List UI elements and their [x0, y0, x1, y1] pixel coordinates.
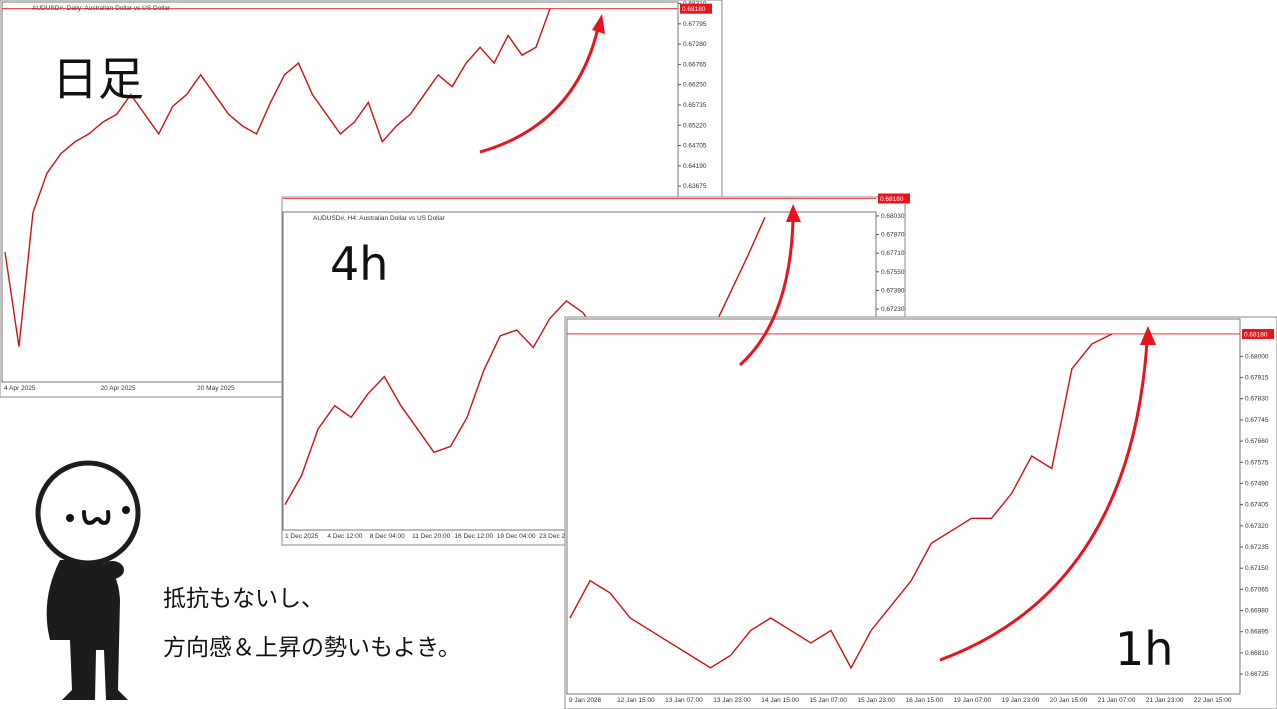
h1-chart: 0.68000 0.67915 0.67830 0.67745 0.67660 0.675… — [564, 316, 1277, 709]
arrow-head — [786, 204, 801, 222]
price-label: 0.68180 — [682, 6, 706, 13]
y-tick-label: 0.66725 — [1245, 671, 1269, 678]
x-tick-label: 8 Dec 04:00 — [370, 533, 405, 540]
caption-line: 方向感＆上昇の勢いもよき。 — [163, 635, 461, 661]
y-tick-label: 0.67230 — [881, 306, 905, 313]
y-tick-label: 0.65735 — [683, 102, 707, 109]
y-tick-label: 0.68030 — [881, 213, 905, 220]
body — [46, 560, 128, 700]
timeframe-label: 1h — [1115, 622, 1173, 676]
arrow — [738, 219, 795, 367]
mouth — [82, 510, 111, 525]
x-tick-label: 13 Jan 07:00 — [665, 697, 703, 704]
arrow-heads — [592, 14, 1156, 345]
character — [35, 460, 141, 700]
y-tick-label: 0.66810 — [1245, 650, 1269, 657]
x-tick-label: 13 Jan 23:00 — [713, 697, 751, 704]
y-tick-label: 0.66895 — [1245, 629, 1269, 636]
head — [35, 460, 141, 566]
x-tick-label: 9 Jan 2026 — [569, 697, 602, 704]
x-tick-label: 15 Jan 07:00 — [809, 697, 847, 704]
y-tick-label: 0.64190 — [683, 163, 707, 170]
caption-line: 抵抗もないし、 — [163, 586, 324, 612]
y-tick-label: 0.63675 — [683, 183, 707, 190]
x-tick-label: 22 Jan 15:00 — [1194, 697, 1232, 704]
arrow — [479, 27, 600, 154]
price-box — [680, 3, 712, 14]
y-tick-label: 0.67710 — [881, 250, 905, 257]
hand — [100, 561, 124, 579]
x-tick-label: 21 Jan 23:00 — [1146, 697, 1184, 704]
y-tick-label: 0.67065 — [1245, 586, 1269, 593]
x-tick-label: 19 Dec 04:00 — [497, 533, 536, 540]
x-tick-label: 20 Apr 2025 — [101, 385, 136, 392]
y-tick-label: 0.66980 — [1245, 608, 1269, 615]
y-tick-label: 0.67870 — [881, 232, 905, 239]
x-tick-label: 12 Jan 15:00 — [617, 697, 655, 704]
y-tick-label: 0.67405 — [1245, 502, 1269, 509]
chart-header: AUDUSD#, H4: Australian Dollar vs US Dol… — [313, 215, 446, 222]
y-tick-label: 0.64705 — [683, 143, 707, 150]
x-tick-label: 21 Jan 07:00 — [1098, 697, 1136, 704]
y-tick-label: 0.67575 — [1245, 459, 1269, 466]
price-box — [1242, 328, 1274, 339]
x-tick-label: 14 Jan 15:00 — [761, 697, 799, 704]
x-tick-label: 11 Dec 20:00 — [412, 533, 451, 540]
x-tick-label: 23 Dec 20:00 — [539, 533, 578, 540]
trend-arrows — [479, 27, 1149, 662]
y-tick-label: 0.67915 — [1245, 375, 1269, 382]
price-series — [4, 8, 551, 347]
price-label: 0.68180 — [880, 196, 904, 203]
price-box — [878, 193, 910, 204]
x-tick-label: 4 Dec 12:00 — [327, 533, 362, 540]
y-tick-label: 0.67235 — [1245, 544, 1269, 551]
x-tick-label: 15 Jan 23:00 — [857, 697, 895, 704]
arrow-head — [592, 14, 605, 34]
plot-area — [566, 318, 1241, 695]
x-tick-label: 4 Apr 2025 — [4, 385, 36, 392]
price-label: 0.68180 — [1244, 331, 1268, 338]
y-tick-label: 0.67320 — [1245, 523, 1269, 530]
y-tick-label: 0.67660 — [1245, 438, 1269, 445]
panel — [564, 316, 1277, 709]
x-tick-label: 16 Dec 12:00 — [454, 533, 493, 540]
y-tick-label: 0.67550 — [881, 269, 905, 276]
arrow — [939, 341, 1149, 662]
x-tick-label: 20 May 2025 — [197, 385, 235, 392]
y-tick-label: 0.67390 — [881, 287, 905, 294]
y-tick-label: 0.67795 — [683, 21, 707, 28]
x-tick-label: 20 Jan 15:00 — [1050, 697, 1088, 704]
y-tick-label: 0.67830 — [1245, 396, 1269, 403]
y-tick-label: 0.67745 — [1245, 417, 1269, 424]
y-tick-label: 0.67150 — [1245, 565, 1269, 572]
y-tick-label: 0.67280 — [683, 41, 707, 48]
y-tick-label: 0.65220 — [683, 122, 707, 129]
x-tick-label: 19 Jan 07:00 — [954, 697, 992, 704]
price-series — [569, 333, 1113, 670]
eye — [122, 506, 130, 514]
arrow-head — [1140, 326, 1156, 345]
x-tick-label: 1 Dec 2025 — [285, 533, 319, 540]
eye — [66, 514, 74, 522]
y-tick-label: 0.66765 — [683, 61, 707, 68]
y-tick-label: 0.67490 — [1245, 480, 1269, 487]
x-tick-label: 19 Jan 23:00 — [1002, 697, 1040, 704]
y-tick-label: 0.66250 — [683, 82, 707, 89]
timeframe-label: 日足 — [52, 52, 144, 106]
y-tick-label: 0.68000 — [1245, 353, 1269, 360]
timeframe-label: 4h — [330, 237, 388, 291]
x-tick-label: 16 Jan 15:00 — [906, 697, 944, 704]
